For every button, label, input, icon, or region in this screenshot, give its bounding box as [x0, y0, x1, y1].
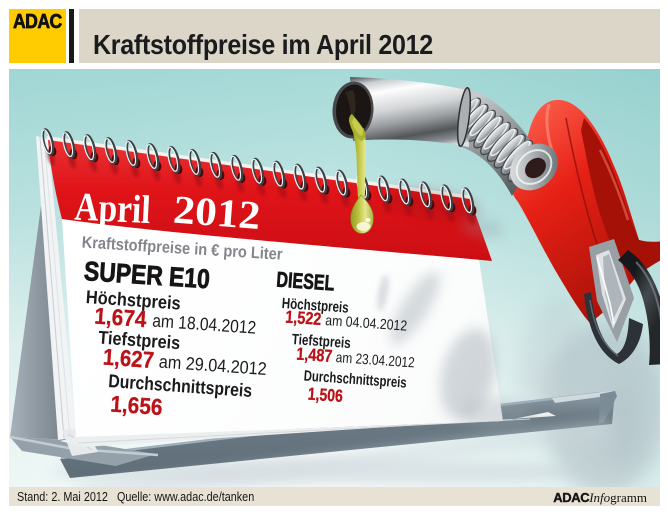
svg-text:am 23.04.2012: am 23.04.2012 — [335, 350, 415, 371]
svg-text:April: April — [74, 184, 152, 233]
svg-text:1,522: 1,522 — [285, 307, 323, 329]
svg-text:Tiefstpreis: Tiefstpreis — [291, 331, 351, 352]
svg-text:1,487: 1,487 — [296, 344, 333, 366]
svg-text:Höchstpreis: Höchstpreis — [281, 295, 349, 317]
svg-text:2012: 2012 — [172, 187, 262, 238]
svg-text:1,674: 1,674 — [94, 303, 148, 333]
svg-text:1,656: 1,656 — [110, 391, 164, 421]
svg-text:1,627: 1,627 — [102, 344, 155, 373]
svg-text:DIESEL: DIESEL — [276, 268, 336, 296]
svg-text:am 04.04.2012: am 04.04.2012 — [325, 313, 408, 335]
svg-text:1,506: 1,506 — [307, 384, 344, 406]
